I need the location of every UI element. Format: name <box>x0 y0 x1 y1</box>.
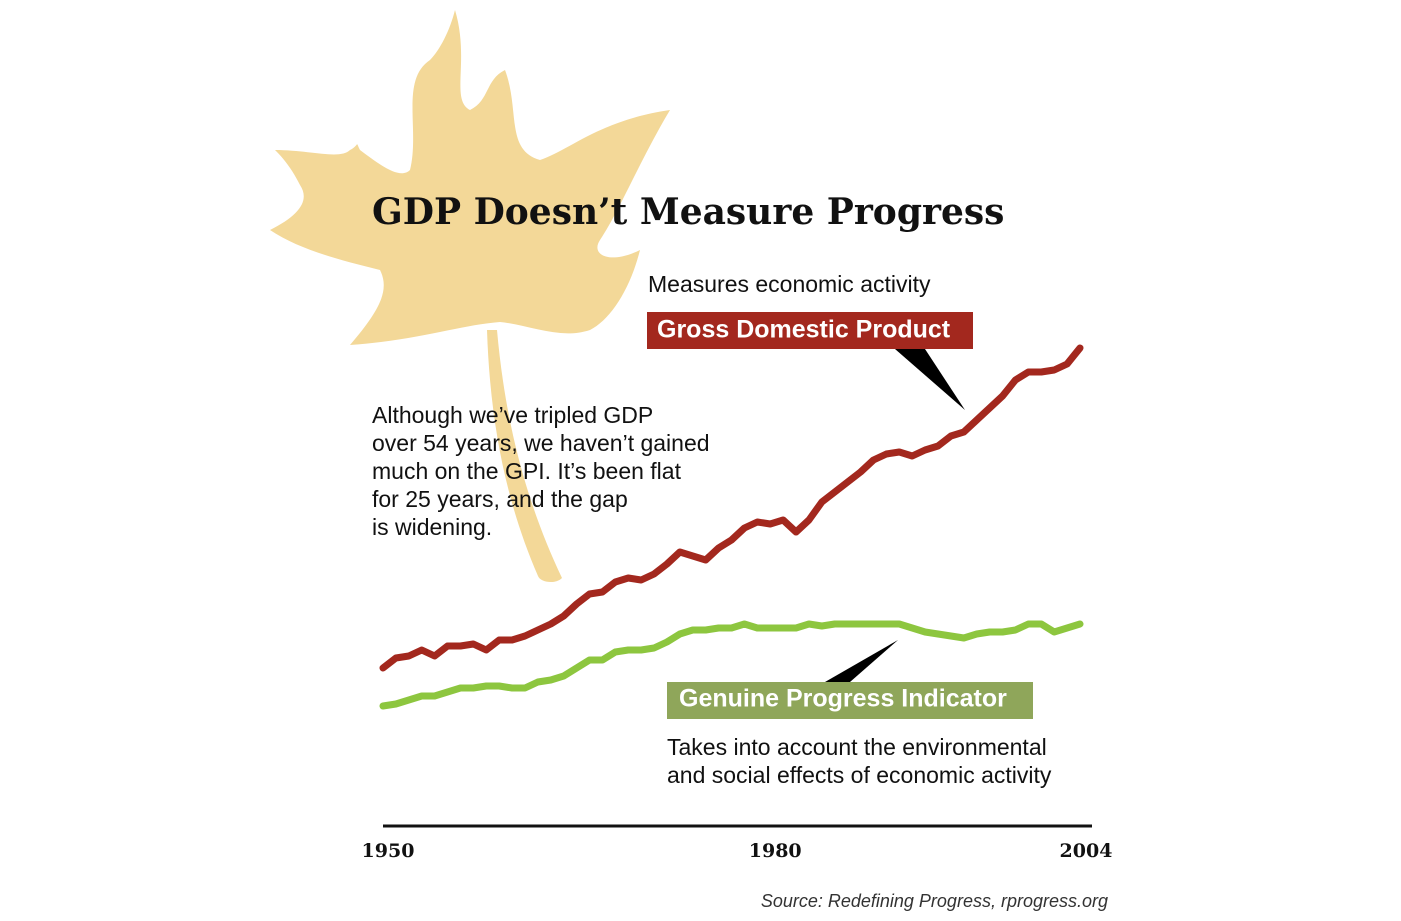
annotation: Measures economic activity <box>648 271 931 297</box>
body-line: is widening. <box>372 514 492 540</box>
pointer <box>825 640 898 682</box>
x-tick-label: 1950 <box>362 840 415 862</box>
source: Source: Redefining Progress, rprogress.o… <box>761 891 1108 911</box>
leaf <box>270 10 670 583</box>
x-tick-label: 1980 <box>749 840 802 862</box>
chart-title: GDP Doesn’t Measure Progress <box>372 191 1004 233</box>
series-line <box>379 344 1084 672</box>
note-line: and social effects of economic activity <box>667 762 1052 788</box>
legend-box <box>647 312 973 349</box>
legend-label: Gross Domestic Product <box>657 316 951 344</box>
body-line: Although we’ve tripled GDP <box>372 402 653 428</box>
body-line: for 25 years, and the gap <box>372 486 628 512</box>
legend-label: Genuine Progress Indicator <box>679 685 1007 713</box>
body-line: over 54 years, we haven’t gained <box>372 430 710 456</box>
annotation: Takes into account the environmentaland … <box>667 734 1052 788</box>
x-tick-label: 2004 <box>1060 840 1113 862</box>
note-line: Takes into account the environmental <box>667 734 1047 760</box>
legend-box <box>667 682 1033 719</box>
body-line: much on the GPI. It’s been flat <box>372 458 682 484</box>
pointer <box>895 349 965 410</box>
series-line <box>379 620 1084 710</box>
